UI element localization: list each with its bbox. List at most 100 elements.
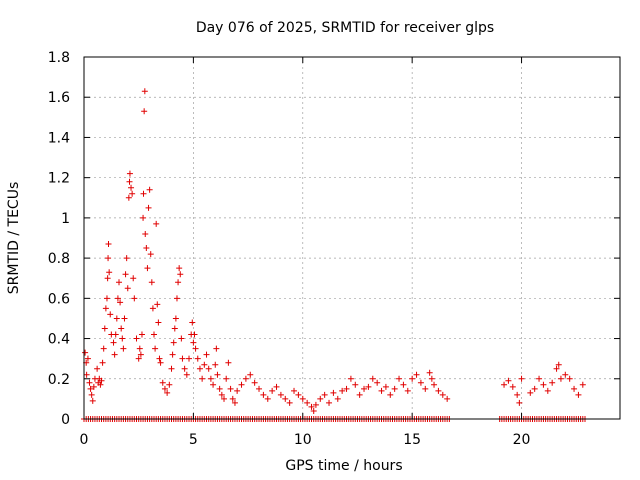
data-point <box>291 387 298 394</box>
grid <box>84 57 620 419</box>
data-point <box>100 345 107 352</box>
data-point <box>205 365 212 372</box>
data-point <box>444 395 451 402</box>
data-point <box>326 399 333 406</box>
data-point <box>212 361 219 368</box>
data-point <box>82 349 89 356</box>
data-point <box>273 383 280 390</box>
y-tick-label: 1.2 <box>48 171 70 187</box>
data-point <box>247 371 254 378</box>
y-tick-label: 0.2 <box>48 372 70 388</box>
data-point <box>387 391 394 398</box>
data-point <box>130 275 137 282</box>
data-point <box>210 381 217 388</box>
x-tick-label: 5 <box>189 432 198 448</box>
data-point <box>225 359 232 366</box>
data-point <box>87 385 94 392</box>
data-point <box>361 385 368 392</box>
data-point <box>144 265 151 272</box>
data-point <box>119 335 126 342</box>
data-point <box>365 383 372 390</box>
data-point <box>171 325 178 332</box>
data-point <box>112 331 119 338</box>
y-tick-label: 0.8 <box>48 251 70 267</box>
data-point <box>113 315 120 322</box>
data-point <box>199 375 206 382</box>
data-point <box>501 381 508 388</box>
data-point <box>168 365 175 372</box>
data-point <box>178 335 185 342</box>
data-point <box>531 385 538 392</box>
data-point <box>102 305 109 312</box>
data-point <box>172 315 179 322</box>
data-point <box>148 279 155 286</box>
data-point <box>84 355 91 362</box>
data-point <box>221 395 228 402</box>
data-point <box>426 369 433 376</box>
data-point <box>120 345 127 352</box>
data-point <box>169 351 176 358</box>
data-point <box>310 407 317 414</box>
data-point <box>177 271 184 278</box>
data-point <box>133 335 140 342</box>
data-point <box>555 361 562 368</box>
data-point <box>417 379 424 386</box>
data-point <box>86 379 93 386</box>
axis-ticks: 0 0.2 0.4 0.6 0.8 1 1.2 1.4 1.6 1.8 0 5 10 15 20 <box>48 50 620 448</box>
y-axis-label: SRMTID / TECUs <box>6 182 22 295</box>
data-point <box>97 381 104 388</box>
x-tick-label: 0 <box>80 432 89 448</box>
chart-title: Day 076 of 2025, SRMTID for receiver glp… <box>196 20 494 36</box>
data-point <box>264 395 271 402</box>
data-point <box>164 389 171 396</box>
data-point <box>334 395 341 402</box>
data-point <box>186 355 193 362</box>
data-point <box>143 245 150 252</box>
data-point <box>124 285 131 292</box>
data-point <box>105 241 112 248</box>
data-point <box>422 385 429 392</box>
data-point <box>123 255 130 262</box>
data-point <box>396 375 403 382</box>
data-point <box>400 381 407 388</box>
data-point <box>514 391 521 398</box>
data-point <box>256 385 263 392</box>
data-point <box>431 381 438 388</box>
x-tick-label: 20 <box>513 432 531 448</box>
data-point <box>304 399 311 406</box>
data-point <box>347 375 354 382</box>
data-point <box>136 345 143 352</box>
data-point <box>106 269 113 276</box>
data-point <box>149 305 156 312</box>
y-tick-label: 0 <box>61 412 70 428</box>
data-point <box>229 395 236 402</box>
data-point <box>299 395 306 402</box>
data-point <box>145 204 152 211</box>
data-point <box>207 375 214 382</box>
data-point <box>189 319 196 326</box>
data-point <box>192 345 199 352</box>
data-point <box>154 301 161 308</box>
data-point <box>98 377 105 384</box>
y-tick-label: 1.4 <box>48 130 70 146</box>
data-point <box>343 385 350 392</box>
data-point <box>339 387 346 394</box>
data-point <box>553 365 560 372</box>
data-point <box>242 375 249 382</box>
data-point <box>126 178 133 185</box>
data-point <box>126 170 133 177</box>
data-point <box>214 371 221 378</box>
data-point <box>223 375 230 382</box>
y-tick-label: 1 <box>61 211 70 227</box>
data-point <box>352 381 359 388</box>
data-point <box>152 345 159 352</box>
x-tick-label: 15 <box>403 432 421 448</box>
data-point <box>161 385 168 392</box>
x-tick-label: 10 <box>294 432 312 448</box>
x-axis-label: GPS time / hours <box>285 458 402 474</box>
data-point <box>540 381 547 388</box>
data-point <box>88 391 95 398</box>
data-point <box>231 399 238 406</box>
data-point <box>544 387 551 394</box>
data-point <box>107 311 114 318</box>
